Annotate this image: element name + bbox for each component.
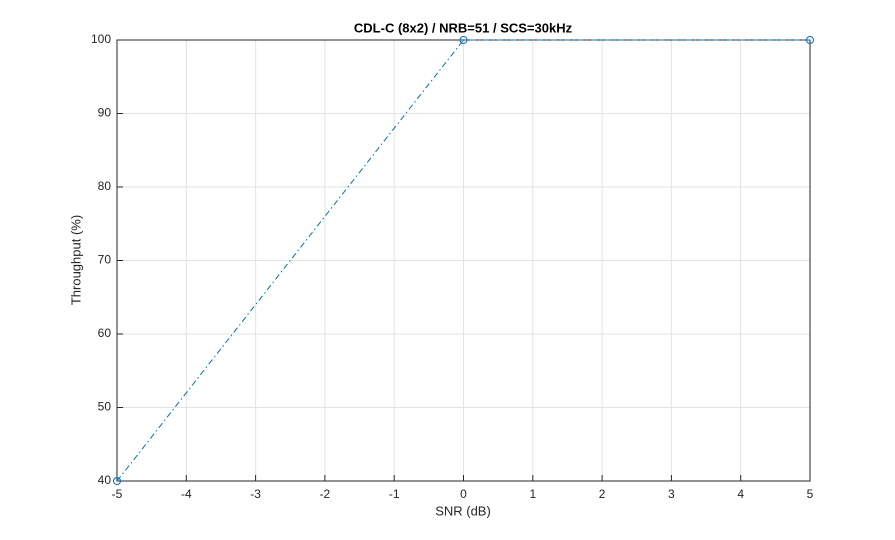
x-tick-label: -3 <box>250 487 261 501</box>
x-tick-label: -2 <box>320 487 331 501</box>
y-tick-label: 100 <box>91 32 111 46</box>
x-tick-label: -4 <box>181 487 192 501</box>
y-tick-label: 60 <box>98 326 112 340</box>
x-tick-label: 3 <box>668 487 675 501</box>
x-tick-label: 1 <box>529 487 536 501</box>
x-tick-label: -5 <box>112 487 123 501</box>
data-point <box>459 36 468 44</box>
y-axis-label: Throughput (%) <box>68 215 83 305</box>
x-tick-label: 2 <box>599 487 606 501</box>
x-tick-label: 4 <box>737 487 744 501</box>
x-tick-label: 0 <box>460 487 467 501</box>
axes-box <box>116 39 811 482</box>
x-tick-label: -1 <box>389 487 400 501</box>
x-axis-label: SNR (dB) <box>435 503 491 518</box>
chart-title: CDL-C (8x2) / NRB=51 / SCS=30kHz <box>354 20 573 35</box>
y-tick-label: 90 <box>98 106 112 120</box>
data-point <box>806 36 814 44</box>
data-point <box>113 477 121 485</box>
y-tick-label: 80 <box>98 179 112 193</box>
y-tick-label: 70 <box>98 253 112 267</box>
x-tick-label: 5 <box>807 487 814 501</box>
y-tick-label: 40 <box>98 473 112 487</box>
y-tick-label: 50 <box>98 400 112 414</box>
